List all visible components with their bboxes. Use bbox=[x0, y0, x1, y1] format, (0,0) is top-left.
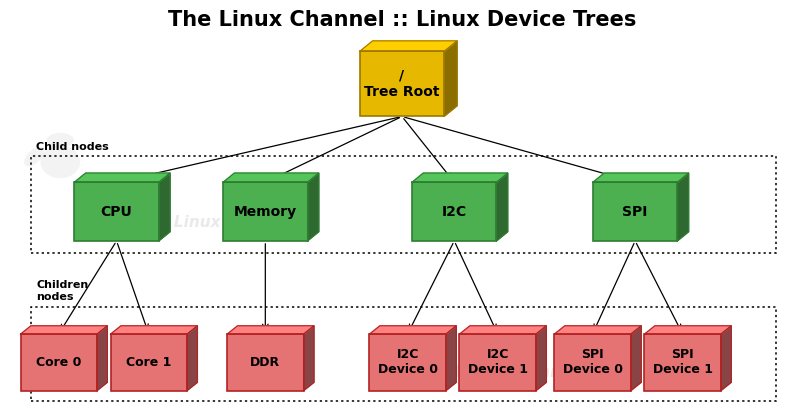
Polygon shape bbox=[445, 326, 456, 391]
Text: SPI: SPI bbox=[622, 204, 647, 219]
Polygon shape bbox=[360, 41, 456, 51]
Polygon shape bbox=[186, 326, 198, 391]
Polygon shape bbox=[719, 326, 731, 391]
FancyBboxPatch shape bbox=[20, 334, 96, 391]
Text: The Linux Channel :: Linux Device Trees: The Linux Channel :: Linux Device Trees bbox=[168, 10, 635, 31]
Ellipse shape bbox=[24, 147, 44, 166]
Text: The Linux Channel: The Linux Channel bbox=[137, 215, 295, 230]
Polygon shape bbox=[307, 173, 318, 241]
Polygon shape bbox=[74, 173, 170, 182]
Text: Children
nodes: Children nodes bbox=[36, 280, 88, 302]
Polygon shape bbox=[223, 173, 318, 182]
Polygon shape bbox=[495, 173, 507, 241]
Text: The Linux Channel: The Linux Channel bbox=[418, 365, 576, 380]
Ellipse shape bbox=[47, 133, 74, 147]
Text: SPI
Device 0: SPI Device 0 bbox=[562, 349, 622, 376]
FancyBboxPatch shape bbox=[223, 182, 307, 241]
FancyBboxPatch shape bbox=[369, 334, 445, 391]
Polygon shape bbox=[593, 173, 688, 182]
Polygon shape bbox=[111, 326, 198, 334]
Polygon shape bbox=[644, 326, 731, 334]
Text: Core 1: Core 1 bbox=[126, 356, 171, 369]
Text: I2C
Device 0: I2C Device 0 bbox=[377, 349, 437, 376]
Polygon shape bbox=[443, 41, 456, 116]
Text: I2C: I2C bbox=[441, 204, 467, 219]
Polygon shape bbox=[676, 173, 688, 241]
Text: Core 0: Core 0 bbox=[36, 356, 81, 369]
Text: CPU: CPU bbox=[100, 204, 132, 219]
FancyBboxPatch shape bbox=[459, 334, 535, 391]
Polygon shape bbox=[96, 326, 108, 391]
FancyBboxPatch shape bbox=[74, 182, 159, 241]
Text: SPI
Device 1: SPI Device 1 bbox=[652, 349, 711, 376]
Polygon shape bbox=[554, 326, 641, 334]
Polygon shape bbox=[630, 326, 641, 391]
Text: I2C
Device 1: I2C Device 1 bbox=[467, 349, 527, 376]
FancyBboxPatch shape bbox=[593, 182, 676, 241]
Ellipse shape bbox=[40, 146, 80, 178]
Polygon shape bbox=[459, 326, 546, 334]
Text: /
Tree Root: / Tree Root bbox=[364, 69, 439, 99]
FancyBboxPatch shape bbox=[360, 51, 443, 116]
Text: DDR: DDR bbox=[250, 356, 280, 369]
Text: Child nodes: Child nodes bbox=[36, 142, 108, 152]
FancyBboxPatch shape bbox=[411, 182, 495, 241]
FancyBboxPatch shape bbox=[644, 334, 719, 391]
Polygon shape bbox=[20, 326, 108, 334]
Polygon shape bbox=[369, 326, 456, 334]
Polygon shape bbox=[535, 326, 546, 391]
Text: Memory: Memory bbox=[234, 204, 296, 219]
FancyBboxPatch shape bbox=[111, 334, 186, 391]
Polygon shape bbox=[158, 173, 170, 241]
Polygon shape bbox=[304, 326, 314, 391]
Polygon shape bbox=[227, 326, 314, 334]
Polygon shape bbox=[411, 173, 507, 182]
FancyBboxPatch shape bbox=[227, 334, 304, 391]
FancyBboxPatch shape bbox=[554, 334, 630, 391]
